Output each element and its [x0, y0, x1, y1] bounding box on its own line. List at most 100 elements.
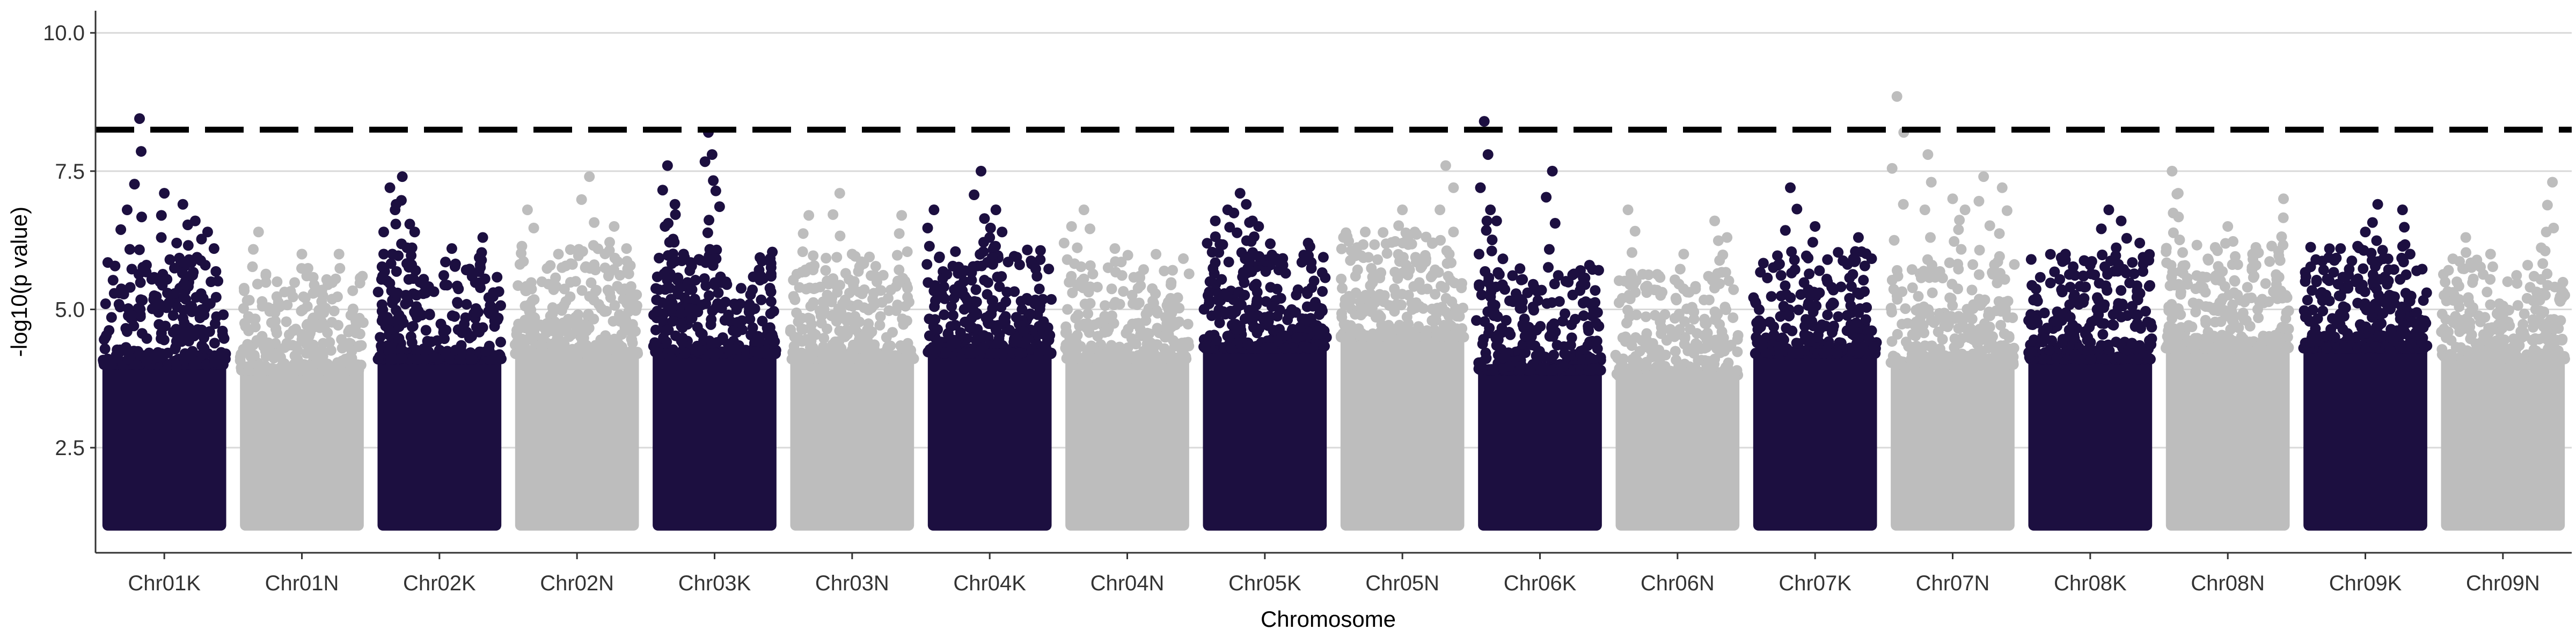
point [464, 332, 475, 343]
point [2411, 307, 2423, 318]
point [1719, 302, 1731, 313]
peak-point [202, 226, 213, 238]
point [1477, 338, 1488, 349]
point [99, 343, 111, 354]
point [244, 295, 255, 306]
peak-point [1021, 292, 1033, 304]
point [1428, 237, 1439, 248]
point [756, 255, 767, 267]
point [853, 334, 865, 346]
point [1217, 239, 1228, 250]
point [2144, 280, 2155, 291]
point [845, 352, 857, 363]
point [163, 359, 174, 370]
point [1516, 274, 1527, 286]
point [1307, 301, 1319, 312]
peak-point [1409, 226, 1421, 238]
point [1254, 251, 1265, 262]
point-cloud-Chr04N [1065, 353, 1189, 531]
point [1543, 262, 1554, 273]
point [1561, 351, 1572, 362]
point [1501, 314, 1512, 326]
point [1206, 310, 1217, 321]
point [199, 343, 210, 354]
point [1487, 234, 1498, 245]
point [894, 264, 905, 275]
point [706, 338, 718, 349]
point [1984, 341, 1995, 352]
point [1807, 237, 1818, 248]
series-Chr06K [1471, 116, 1606, 531]
point [686, 312, 698, 324]
point [704, 215, 715, 226]
point [785, 324, 796, 335]
point [940, 347, 952, 358]
point [978, 246, 989, 258]
point [1546, 364, 1557, 376]
point [290, 324, 302, 335]
point [1036, 321, 1048, 332]
point [354, 328, 365, 340]
point [1159, 331, 1170, 342]
point [1224, 222, 1235, 233]
point [1751, 317, 1762, 328]
peak-point [928, 204, 940, 216]
point [2346, 255, 2358, 267]
point [850, 324, 861, 335]
point [420, 287, 431, 298]
point [2404, 248, 2416, 260]
point [1792, 338, 1804, 349]
point [1456, 332, 1467, 343]
point [864, 328, 875, 340]
point [1860, 314, 1871, 325]
peak-point [976, 165, 987, 177]
point [2241, 315, 2252, 326]
point [1046, 294, 1057, 305]
point [1001, 287, 1013, 298]
point [347, 285, 358, 296]
point [1697, 370, 1709, 381]
peak-point [584, 171, 595, 182]
point [1854, 289, 1865, 300]
point [2283, 323, 2294, 334]
point [1953, 323, 1964, 334]
point [328, 305, 340, 317]
point-cloud-Chr08K [2028, 353, 2153, 531]
point [1558, 361, 1569, 372]
point [1519, 331, 1531, 342]
point [1549, 218, 1561, 229]
point [1687, 370, 1699, 382]
point [808, 250, 819, 261]
point [1343, 290, 1355, 302]
point [1518, 322, 1529, 333]
point [1814, 287, 1825, 298]
point [1446, 257, 1457, 268]
point [664, 282, 675, 294]
point [923, 277, 934, 288]
point [2229, 275, 2240, 286]
peak-point [1440, 160, 1451, 171]
point [1352, 264, 1363, 275]
point [396, 238, 407, 250]
point [273, 297, 284, 308]
point [1854, 303, 1865, 314]
point [1248, 281, 1260, 292]
point [1507, 296, 1519, 308]
point [756, 271, 767, 282]
point [797, 228, 809, 239]
point [1889, 235, 1900, 246]
point [1775, 270, 1787, 281]
point [2108, 319, 2119, 331]
peak-point [1584, 260, 1595, 271]
point [966, 312, 977, 324]
point [700, 257, 711, 268]
point [570, 276, 581, 287]
point [2121, 267, 2132, 279]
point [2219, 281, 2230, 292]
point [1886, 163, 1898, 174]
point [1180, 337, 1191, 348]
point [987, 303, 998, 314]
point [2069, 333, 2080, 344]
point [1720, 267, 1731, 278]
point [1925, 232, 1936, 243]
